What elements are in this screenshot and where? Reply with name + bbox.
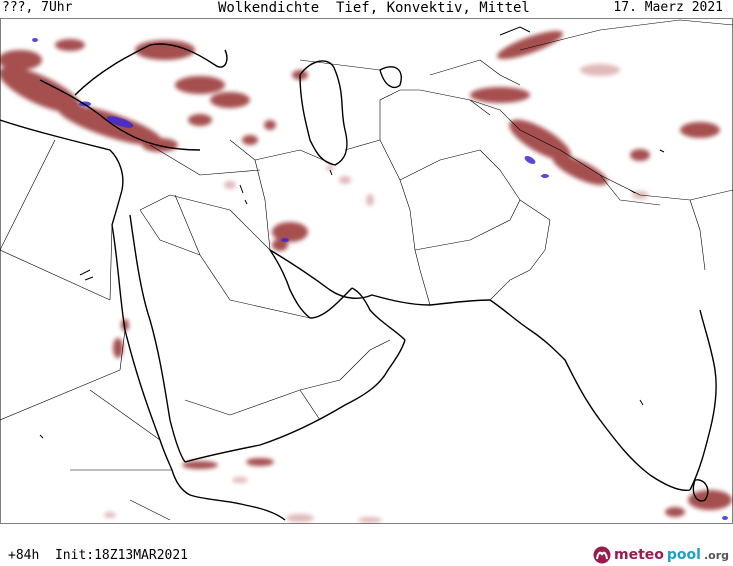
meteopool-logo-icon — [593, 546, 611, 564]
map-title: Wolkendichte Tief, Konvektiv, Mittel — [218, 0, 530, 16]
coastlines — [0, 43, 717, 521]
brand-pool: pool — [666, 547, 701, 563]
cloud-density-map — [0, 18, 733, 524]
country-borders — [0, 19, 733, 521]
islands — [39, 26, 665, 439]
forecast-date: 17. Maerz 2021 — [613, 0, 723, 15]
brand-org: .org — [703, 548, 729, 562]
meteopool-brand[interactable]: meteo pool .org — [593, 546, 729, 564]
cloud-fields — [0, 30, 732, 517]
brand-meteo: meteo — [614, 547, 664, 563]
forecast-time-label: ???, 7Uhr — [2, 0, 73, 15]
heavy-cloud-cores — [32, 38, 728, 520]
model-run-label: +84h Init:18Z13MAR2021 — [8, 548, 189, 563]
map-frame — [0, 18, 733, 524]
cloud-fields-light — [104, 64, 648, 523]
